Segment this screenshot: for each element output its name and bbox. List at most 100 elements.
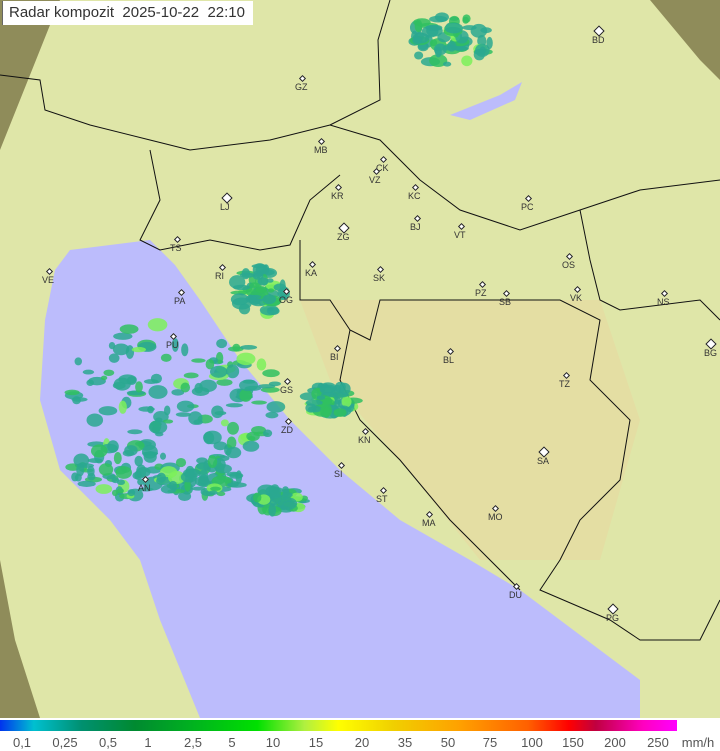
city-label: SB	[499, 297, 512, 307]
rain-echo	[156, 472, 166, 483]
rain-echo	[124, 445, 138, 456]
city-label: MO	[488, 512, 503, 522]
city-label: BL	[443, 355, 455, 365]
rain-echo	[434, 12, 449, 23]
legend-tick: 15	[308, 735, 324, 750]
rain-echo	[181, 343, 189, 357]
borders	[0, 0, 720, 641]
rain-echo	[108, 353, 120, 363]
adriatic-sea	[40, 240, 640, 718]
precipitation-layer	[64, 12, 493, 517]
city-label: ZG	[337, 232, 350, 242]
rain-echo	[334, 381, 346, 393]
rain-echo	[73, 453, 90, 467]
rain-echo	[82, 369, 95, 375]
rain-echo	[239, 272, 256, 278]
city-label: BI	[330, 352, 339, 362]
rain-echo	[111, 489, 119, 497]
rain-echo	[308, 405, 322, 413]
city-label: PA	[174, 296, 186, 306]
rain-echo	[115, 466, 132, 479]
rain-echo	[461, 55, 473, 67]
rain-echo	[127, 489, 136, 497]
legend-tick: 100	[521, 735, 543, 750]
rain-echo	[180, 382, 191, 393]
city-label: CK	[376, 163, 389, 173]
precipitation-legend: 0,1 0,25 0,5 1 2,5 5 10 15 20 35 50 75 100 150 200 250 …	[0, 718, 720, 751]
legend-tick: 150	[562, 735, 584, 750]
rain-echo	[247, 436, 256, 441]
rain-echo	[64, 389, 80, 396]
rain-echo	[251, 263, 268, 269]
rain-echo	[486, 36, 493, 50]
city-label: OG	[279, 295, 294, 305]
rain-echo	[207, 455, 218, 469]
rain-echo	[277, 497, 298, 511]
rain-echo	[235, 470, 243, 484]
rain-echo	[134, 455, 143, 467]
legend-tick: 1	[144, 735, 152, 750]
rain-echo	[100, 375, 108, 381]
rain-echo	[262, 369, 280, 378]
rain-echo	[191, 358, 206, 363]
rain-echo	[147, 318, 168, 332]
city-label: SK	[373, 273, 386, 283]
rain-echo	[236, 352, 256, 366]
legend-tick: 2,5	[183, 735, 203, 750]
rain-echo	[333, 395, 341, 408]
legend-tick: 35	[397, 735, 413, 750]
city-label: BD	[592, 35, 605, 45]
rain-echo	[148, 385, 168, 399]
rain-echo	[249, 282, 260, 288]
rain-echo	[267, 288, 275, 293]
legend-tick: 250	[647, 735, 669, 750]
rain-echo	[210, 486, 221, 491]
rain-echo	[168, 480, 178, 491]
rain-echo	[263, 429, 273, 438]
radar-map[interactable]	[0, 0, 720, 718]
rain-echo	[87, 458, 103, 464]
rain-echo	[175, 457, 187, 468]
rain-echo	[74, 357, 83, 366]
rain-echo	[203, 430, 222, 445]
rain-echo	[153, 411, 169, 423]
rain-echo	[273, 283, 287, 292]
rain-echo	[175, 412, 191, 417]
city-label: PG	[606, 613, 620, 623]
rain-echo	[86, 413, 104, 427]
city-label: SA	[537, 456, 550, 466]
rain-echo	[113, 332, 133, 340]
rain-echo	[76, 463, 85, 477]
rain-echo	[227, 421, 239, 435]
rain-echo	[193, 419, 203, 425]
rain-echo	[242, 440, 260, 452]
rain-echo	[242, 379, 256, 384]
rain-echo	[319, 384, 338, 396]
city-label: OS	[562, 260, 576, 270]
city-label: VE	[42, 275, 55, 285]
rain-echo	[434, 46, 442, 58]
rain-echo	[111, 477, 120, 484]
city-label: PC	[521, 202, 534, 212]
city-label: NS	[657, 297, 670, 307]
rain-echo	[429, 54, 448, 68]
rain-echo	[268, 503, 277, 517]
rain-echo	[168, 470, 186, 485]
rain-echo	[230, 290, 248, 295]
rain-echo	[216, 338, 228, 349]
rain-echo	[178, 491, 192, 502]
legend-tick: 10	[265, 735, 281, 750]
rain-echo	[444, 22, 464, 34]
city-label: BJ	[410, 222, 421, 232]
rain-echo	[135, 381, 143, 393]
legend-tick: 0,5	[98, 735, 118, 750]
rain-echo	[87, 465, 95, 477]
rain-echo	[262, 294, 277, 305]
rain-echo	[112, 343, 130, 356]
rain-echo	[232, 284, 251, 291]
city-label: PU	[166, 340, 179, 350]
rain-echo	[251, 400, 267, 405]
city-label: ST	[376, 494, 388, 504]
rain-echo	[171, 338, 179, 352]
city-label: ZD	[281, 425, 293, 435]
